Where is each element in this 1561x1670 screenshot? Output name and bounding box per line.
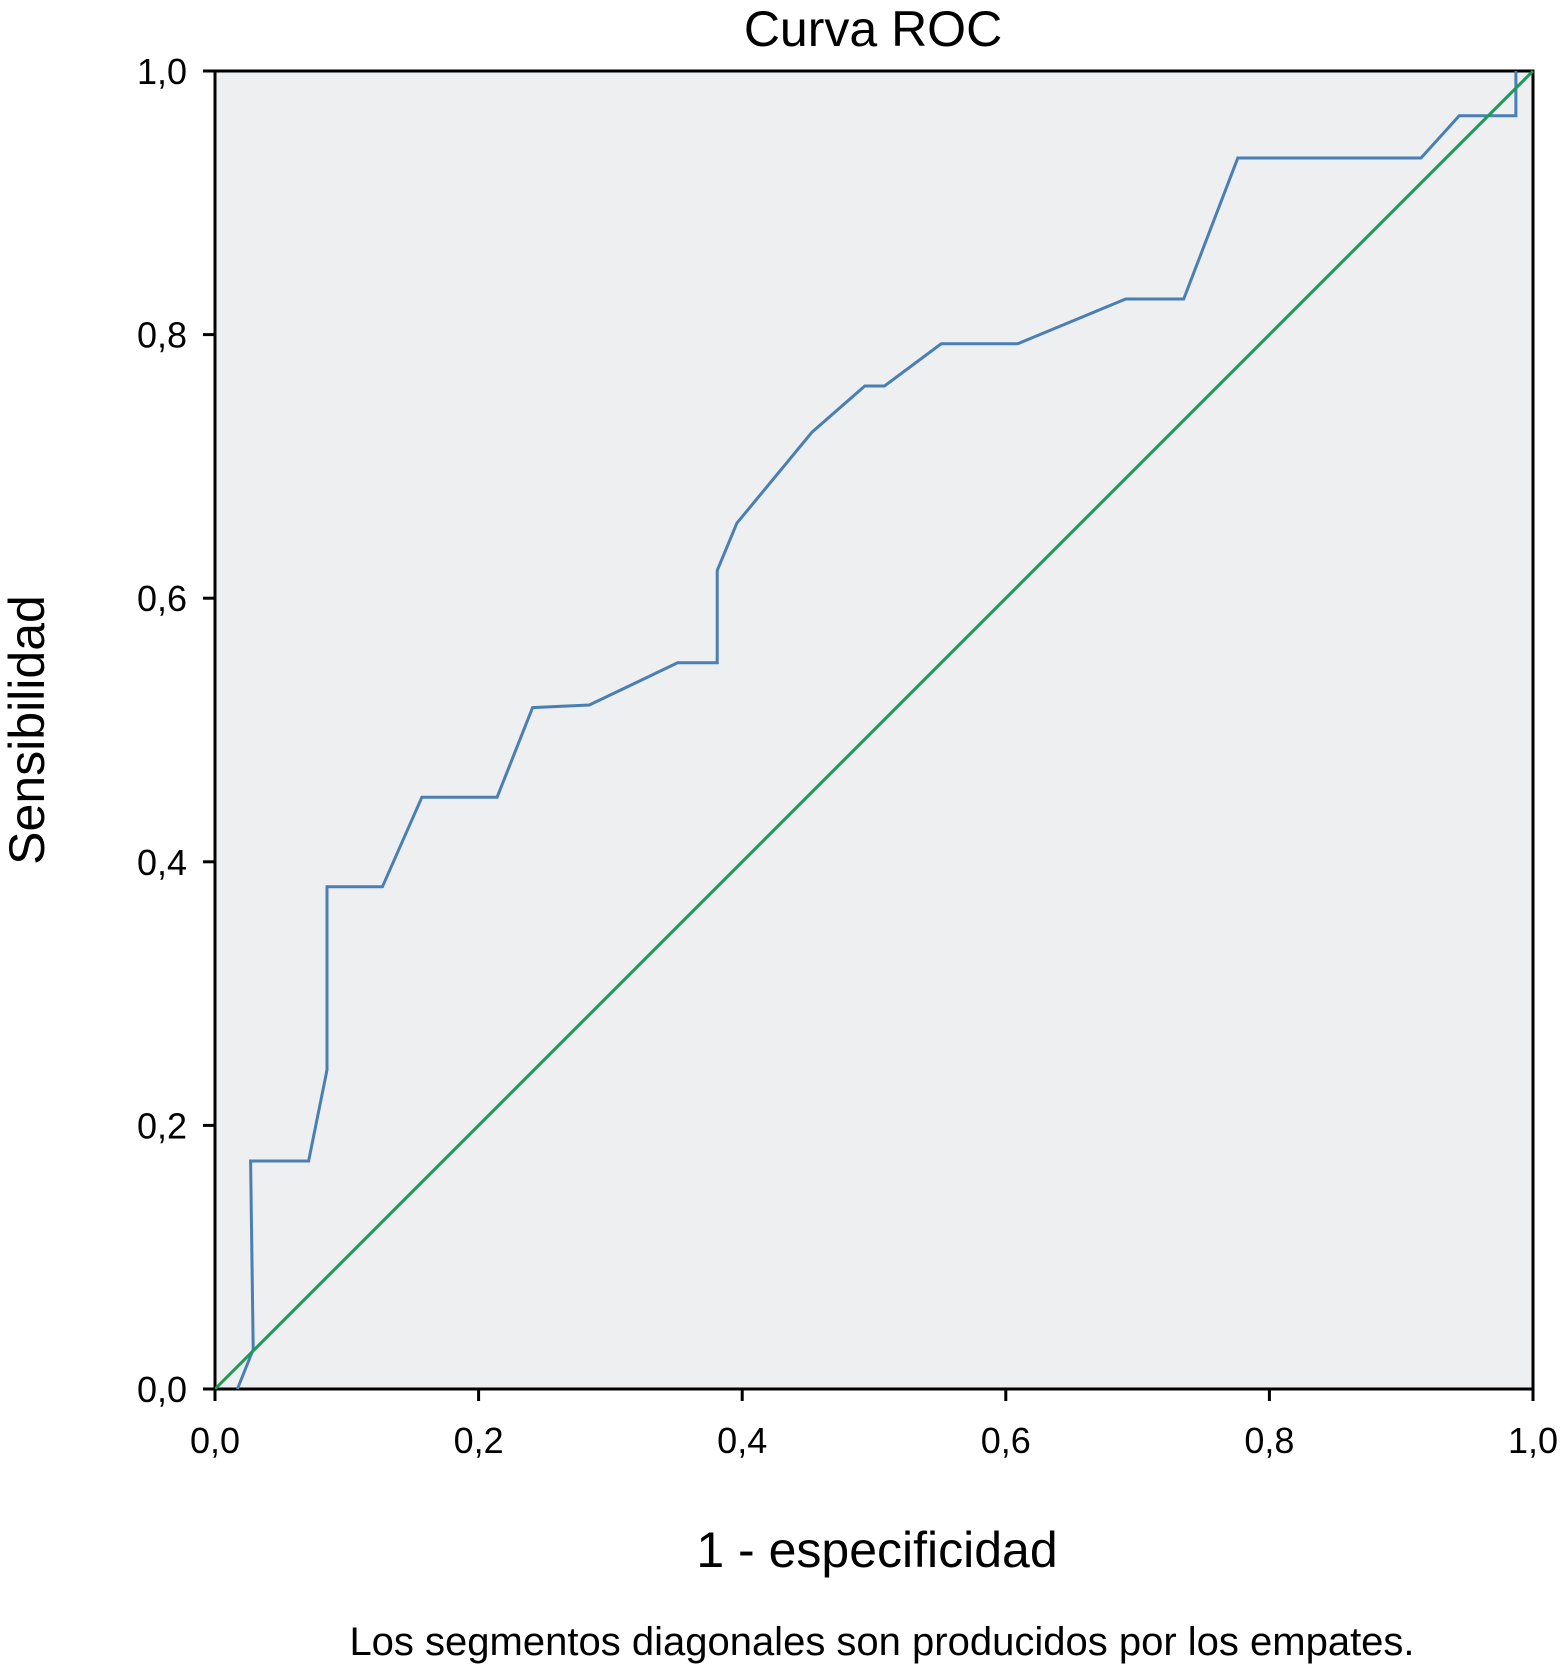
- y-tick-label: 0,6: [137, 578, 187, 619]
- series-layer: [213, 69, 1535, 1391]
- chart-title: Curva ROC: [744, 1, 1002, 57]
- chart-footnote: Los segmentos diagonales son producidos …: [349, 1620, 1414, 1664]
- x-tick-label: 1,0: [1508, 1420, 1558, 1461]
- x-tick-label: 0,2: [454, 1420, 504, 1461]
- x-tick-label: 0,4: [717, 1420, 767, 1461]
- x-tick-label: 0,8: [1244, 1420, 1294, 1461]
- y-tick-label: 0,8: [137, 315, 187, 356]
- y-tick-label: 0,4: [137, 842, 187, 883]
- roc-curve-line: [236, 71, 1518, 1390]
- x-axis-label: 1 - especificidad: [696, 1522, 1057, 1578]
- y-tick-label: 1,0: [137, 51, 187, 92]
- reference-diagonal-line: [213, 69, 1535, 1391]
- x-axis-ticks: 0,0 0,2 0,4 0,6 0,8 1,0: [190, 1389, 1558, 1461]
- y-tick-label: 0,2: [137, 1105, 187, 1146]
- y-axis-label: Sensibilidad: [0, 595, 55, 865]
- y-axis-ticks: 0,0 0,2 0,4 0,6 0,8 1,0: [137, 51, 215, 1410]
- y-tick-label: 0,0: [137, 1369, 187, 1410]
- x-tick-label: 0,0: [190, 1420, 240, 1461]
- x-tick-label: 0,6: [981, 1420, 1031, 1461]
